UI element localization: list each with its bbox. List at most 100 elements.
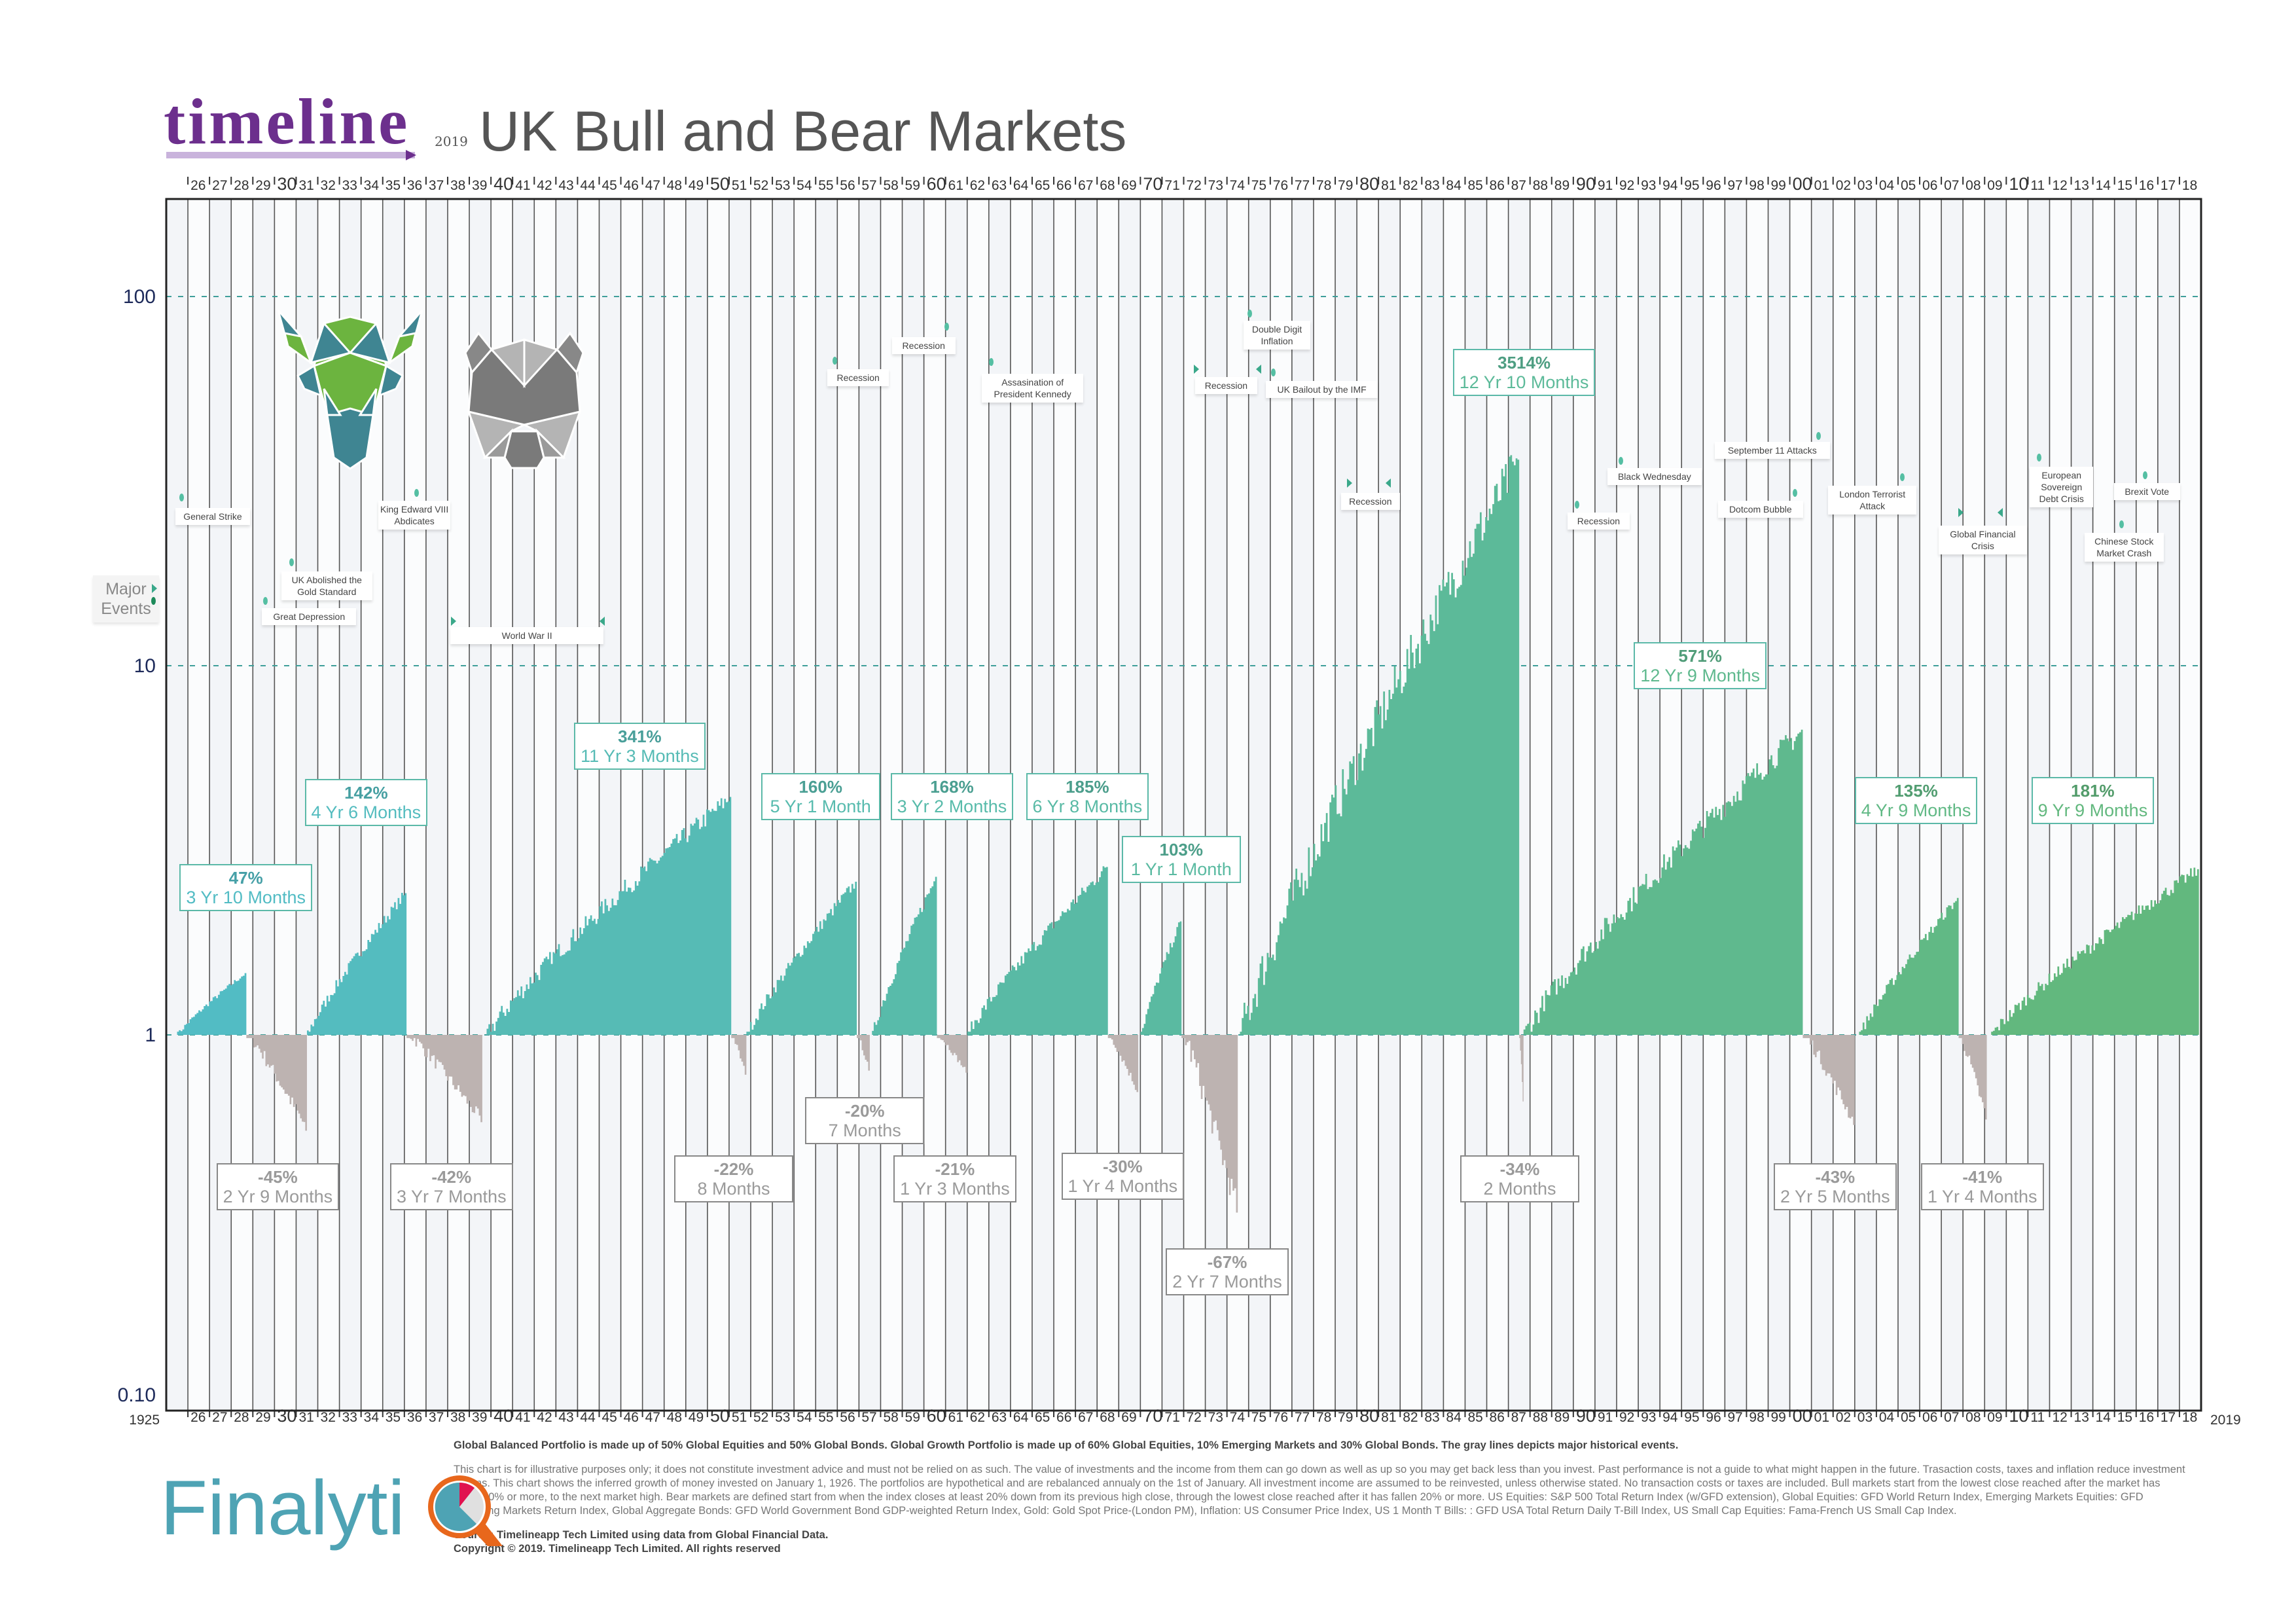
bear-market-area <box>731 1035 747 1075</box>
x-tick-label: 43 <box>558 178 573 193</box>
event-label[interactable]: Recession <box>1340 493 1400 511</box>
bear-market-area <box>246 1035 307 1131</box>
bull-market-area <box>1140 921 1182 1035</box>
event-dot-icon <box>988 358 994 367</box>
segment-return: -42% <box>431 1166 472 1187</box>
x-tick-label: 31 <box>298 1410 314 1425</box>
x-tick-label: 89 <box>1554 178 1570 193</box>
x-tick-label: 27 <box>212 1410 227 1425</box>
x-tick-label: 98 <box>1749 1410 1764 1425</box>
bear-market-label: -67% 2 Yr 7 Months <box>1166 1248 1289 1296</box>
segment-return: -30% <box>1102 1156 1143 1176</box>
bear-icon <box>464 331 584 469</box>
event-label[interactable]: Global Financial Crisis <box>1938 525 2027 554</box>
segment-duration: 2 Yr 5 Months <box>1780 1186 1890 1206</box>
x-tick-label: 77 <box>1295 178 1310 193</box>
x-tick-label: 78 <box>1316 1410 1331 1425</box>
event-label[interactable]: September 11 Attacks <box>1715 441 1830 459</box>
x-tick-label: 93 <box>1641 178 1656 193</box>
event-label[interactable]: Dotcom Bubble <box>1717 500 1804 518</box>
event-label[interactable]: Recession <box>1195 376 1257 394</box>
event-label[interactable]: General Strike <box>175 507 251 525</box>
bull-market-label: 168% 3 Yr 2 Months <box>890 772 1014 820</box>
segment-return: 135% <box>1894 781 1938 801</box>
event-dot-icon <box>414 489 420 497</box>
x-tick-label: 88 <box>1533 178 1548 193</box>
year-band <box>1162 199 1184 1411</box>
x-tick-label: 59 <box>905 178 920 193</box>
bull-market-area <box>746 881 857 1035</box>
market-areas <box>177 455 2199 1213</box>
event-dot-icon <box>179 494 184 502</box>
x-tick-label: 76 <box>1273 1410 1288 1425</box>
x-tick-label: 82 <box>1403 1410 1418 1425</box>
event-label[interactable]: UK Abolished the Gold Standard <box>281 571 372 600</box>
event-label[interactable]: World War II <box>450 627 604 645</box>
x-tick-label: 96 <box>1706 1410 1721 1425</box>
x-tick-label: 50 <box>710 174 730 194</box>
x-tick-label: 48 <box>667 178 682 193</box>
bear-market-label: -45% 2 Yr 9 Months <box>216 1163 340 1210</box>
x-tick-label: 44 <box>580 178 596 193</box>
x-tick-label: 49 <box>689 178 704 193</box>
event-label[interactable]: UK Bailout by the IMF <box>1266 381 1378 399</box>
event-dot-icon <box>833 357 838 365</box>
x-tick-label: 52 <box>753 178 768 193</box>
range-start-icon <box>450 617 456 626</box>
segment-duration: 6 Yr 8 Months <box>1032 796 1143 816</box>
event-label[interactable]: Chinese Stock Market Crash <box>2084 533 2164 562</box>
timeline-logo-bar <box>166 152 415 158</box>
segment-duration: 7 Months <box>828 1120 901 1140</box>
segment-duration: 2 Yr 9 Months <box>223 1186 333 1206</box>
event-label[interactable]: Recession <box>1568 512 1630 530</box>
x-tick-label: 47 <box>645 178 660 193</box>
event-label[interactable]: Double Digit Inflation <box>1244 321 1310 350</box>
segment-return: -34% <box>1499 1159 1540 1180</box>
x-tick-label: 97 <box>1727 178 1742 193</box>
x-tick-label: 06 <box>1922 1410 1937 1425</box>
x-tick-label: 43 <box>558 1410 573 1425</box>
event-label[interactable]: Assasination of President Kennedy <box>982 374 1084 403</box>
source-note: Source: Timelineapp Tech Limited using d… <box>454 1529 829 1541</box>
x-tick-label: 17 <box>2161 1410 2176 1425</box>
event-label[interactable]: King Edward VIII Abdicates <box>378 500 451 530</box>
year-band <box>664 199 686 1411</box>
x-tick-label: 06 <box>1922 178 1937 193</box>
x-axis: 2626272728282929303031313232333334343535… <box>129 174 2240 1428</box>
x-tick-label: 86 <box>1490 178 1505 193</box>
x-tick-label: 05 <box>1901 1410 1916 1425</box>
event-label[interactable]: Recession <box>891 337 956 355</box>
event-label[interactable]: Brexit Vote <box>2113 482 2180 500</box>
event-label[interactable]: Black Wednesday <box>1607 468 1702 486</box>
event-dot-icon <box>1816 431 1821 440</box>
event-dot-icon <box>944 323 950 331</box>
x-tick-label: 35 <box>386 178 401 193</box>
year-band <box>1551 199 1573 1411</box>
x-tick-label: 34 <box>364 178 380 193</box>
bear-market-label: -22% 8 Months <box>674 1155 794 1203</box>
event-dot-icon <box>2142 471 2147 480</box>
year-band <box>2006 199 2028 1411</box>
x-tick-label: 33 <box>342 178 357 193</box>
x-tick-label: 60 <box>927 174 946 194</box>
finalytiq-logo-text: Finalyti <box>160 1465 405 1551</box>
range-end-icon <box>1385 478 1391 488</box>
x-tick-label: 15 <box>2117 1410 2132 1425</box>
major-events-legend: Major Events <box>93 575 159 623</box>
event-label[interactable]: Recession <box>827 369 889 387</box>
segment-return: 3514% <box>1498 353 1551 372</box>
event-label[interactable]: Great Depression <box>262 607 357 625</box>
x-tick-label: 53 <box>775 178 790 193</box>
bear-market-label: -34% 2 Months <box>1460 1155 1579 1203</box>
x-tick-label: 70 <box>1143 174 1162 194</box>
x-tick-label: 15 <box>2117 178 2132 193</box>
bear-market-label: -41% 1 Yr 4 Months <box>1920 1163 2044 1210</box>
x-tick-label: 16 <box>2139 1410 2154 1425</box>
event-label[interactable]: European Sovereign Debt Crisis <box>2030 466 2094 507</box>
event-label[interactable]: London Terrorist Attack <box>1828 486 1917 515</box>
x-tick-label: 39 <box>472 1410 487 1425</box>
x-tick-label: 07 <box>1944 178 1959 193</box>
year-band <box>1573 199 1595 1411</box>
x-tick-label: 83 <box>1424 1410 1439 1425</box>
x-tick-label: 40 <box>493 1406 513 1426</box>
